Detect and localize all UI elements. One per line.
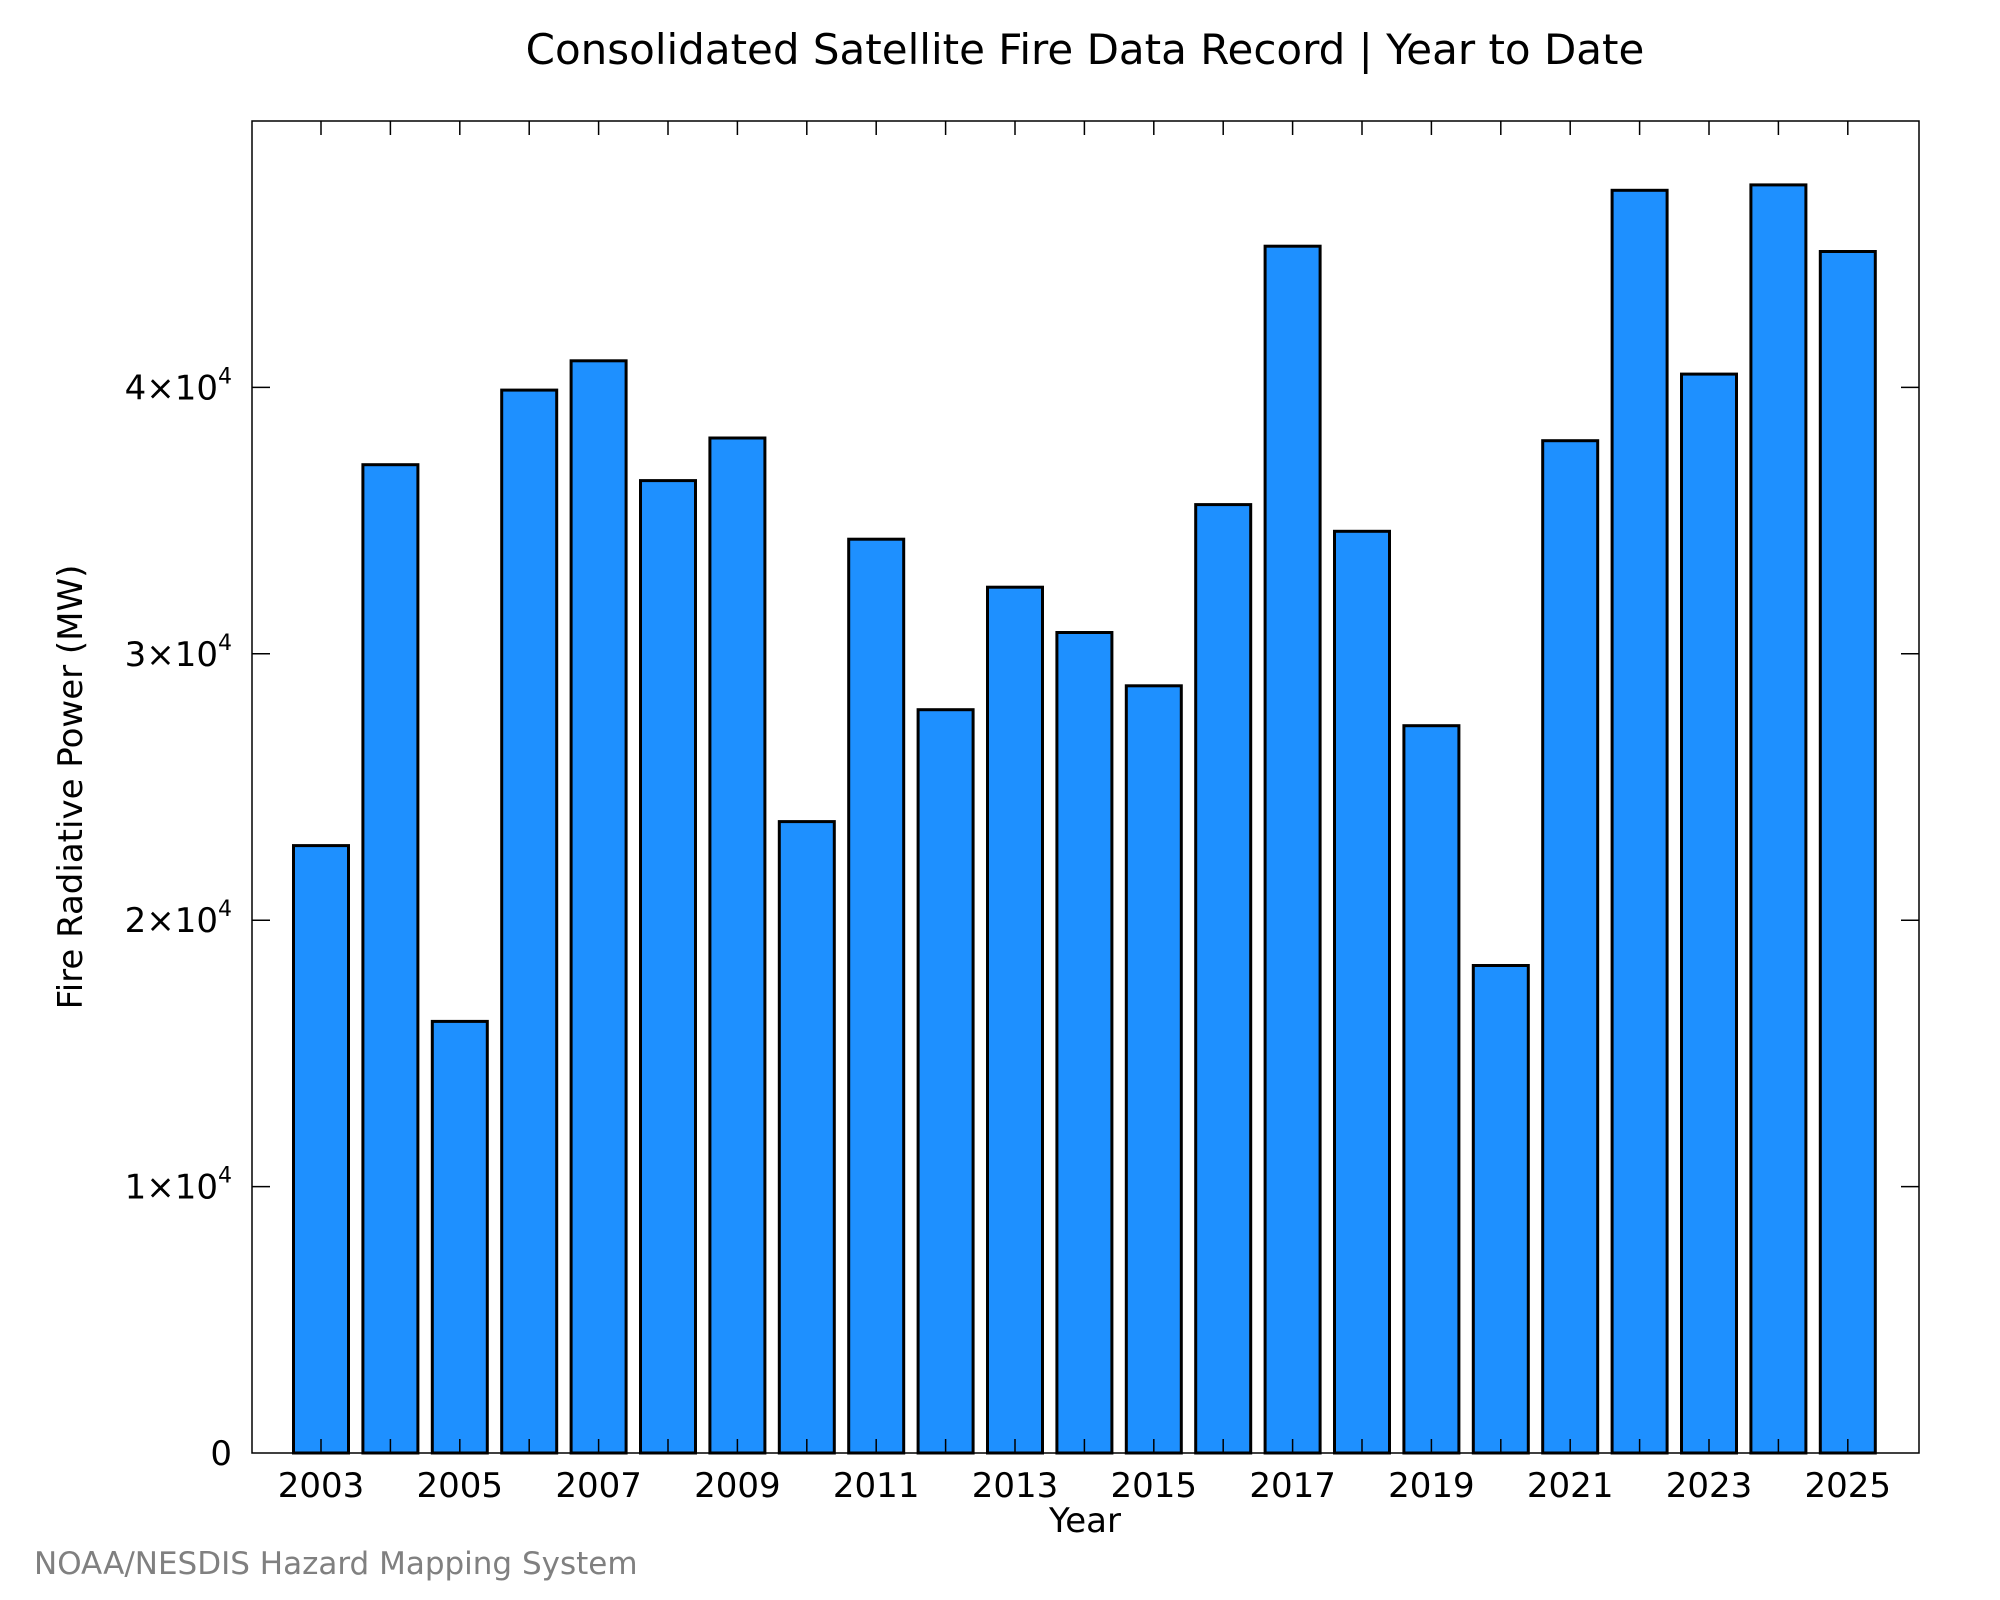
x-tick-label-2003: 2003: [278, 1466, 365, 1506]
x-tick-label-2005: 2005: [417, 1466, 504, 1506]
x-tick-label-2019: 2019: [1388, 1466, 1475, 1506]
bar-2023: [1680, 372, 1738, 1455]
bar-2016: [1194, 503, 1253, 1455]
x-tick-label-2025: 2025: [1805, 1466, 1892, 1506]
y-axis-label: Fire Radiative Power (MW): [51, 565, 91, 1010]
bar-2024: [1749, 183, 1808, 1455]
bar-2011: [847, 537, 906, 1455]
source-credit: NOAA/NESDIS Hazard Mapping System: [34, 1546, 638, 1582]
x-tick-label-2009: 2009: [694, 1466, 781, 1506]
x-tick-label-2013: 2013: [972, 1466, 1059, 1506]
y-tick-label: 1×104: [125, 1164, 232, 1208]
bars: [292, 183, 1877, 1455]
bar-2022: [1610, 188, 1669, 1455]
bar-2013: [986, 585, 1044, 1455]
bar-2021: [1541, 439, 1600, 1455]
bar-2025: [1818, 250, 1877, 1455]
bar-2006: [500, 388, 559, 1455]
chart-title: Consolidated Satellite Fire Data Record …: [526, 25, 1645, 74]
bar-2017: [1263, 244, 1322, 1455]
x-tick-label-2007: 2007: [555, 1466, 642, 1506]
bar-2020: [1471, 964, 1530, 1455]
x-tick-label-2017: 2017: [1249, 1466, 1336, 1506]
x-axis: 2003 2005 2007 2009 2011 2013 2015 2017 2019 2021…: [278, 121, 1891, 1506]
bar-2003: [292, 844, 350, 1455]
bar-2008: [639, 479, 697, 1455]
x-tick-label-2015: 2015: [1111, 1466, 1198, 1506]
bar-2012: [916, 708, 975, 1455]
bar-2004: [361, 463, 420, 1455]
bar-2018: [1333, 529, 1391, 1455]
y-tick-label: 4×104: [125, 364, 232, 408]
y-tick-label: 0: [210, 1434, 232, 1474]
y-tick-label: 2×104: [125, 897, 232, 941]
x-tick-label-2021: 2021: [1527, 1466, 1614, 1506]
y-axis: 0 1×104 2×104 3×104 4×104: [125, 364, 1919, 1474]
bar-2009: [708, 436, 767, 1455]
bar-2015: [1124, 684, 1183, 1455]
x-tick-label-2011: 2011: [833, 1466, 920, 1506]
y-tick-label: 3×104: [125, 631, 232, 675]
x-tick-label-2023: 2023: [1666, 1466, 1753, 1506]
bar-2005: [430, 1019, 489, 1455]
bar-2019: [1402, 724, 1461, 1455]
bar-2014: [1055, 631, 1114, 1455]
bar-2010: [777, 820, 836, 1455]
bar-2007: [569, 359, 628, 1455]
x-axis-label: Year: [1048, 1501, 1121, 1541]
